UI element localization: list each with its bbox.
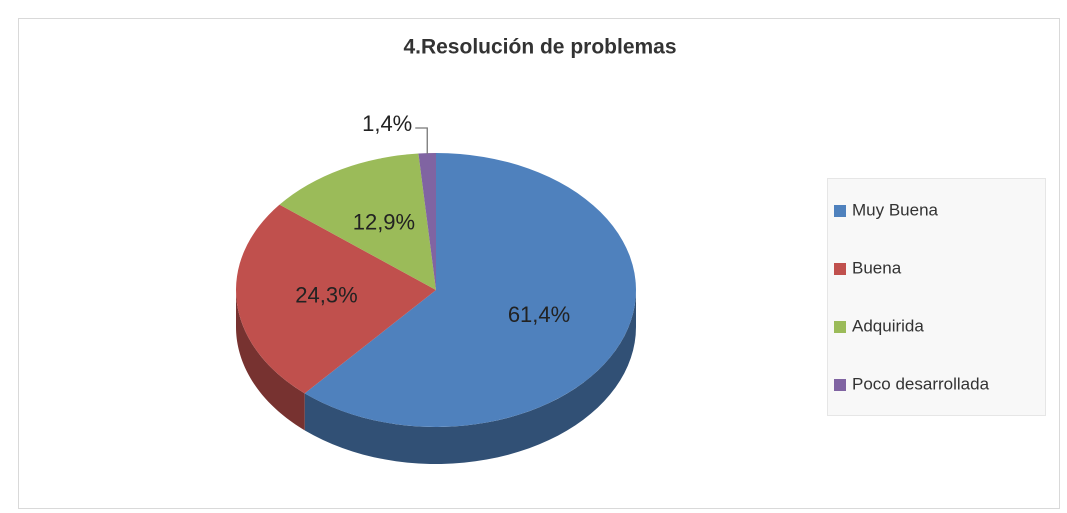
legend-swatch: [834, 379, 846, 391]
legend-label: Muy Buena: [852, 200, 939, 219]
chart-title: 4.Resolución de problemas: [403, 36, 676, 59]
legend-swatch: [834, 263, 846, 275]
pie-side: [236, 290, 305, 431]
data-label: 24,3%: [295, 283, 357, 308]
legend-label: Adquirida: [852, 316, 924, 335]
pie-slice: [235, 204, 436, 394]
legend-label: Poco desarrollada: [852, 374, 990, 393]
pie-slice: [304, 153, 637, 427]
legend-swatch: [834, 205, 846, 217]
legend-box: [827, 178, 1046, 416]
data-label: 1,4%: [362, 111, 412, 136]
legend-swatch: [834, 321, 846, 333]
data-label: 12,9%: [353, 209, 415, 234]
data-label: 61,4%: [508, 302, 570, 327]
pie-side: [304, 290, 636, 464]
legend-label: Buena: [852, 258, 902, 277]
pie-slice: [418, 153, 436, 290]
leader-line: [415, 127, 428, 154]
pie-slice: [279, 153, 436, 290]
